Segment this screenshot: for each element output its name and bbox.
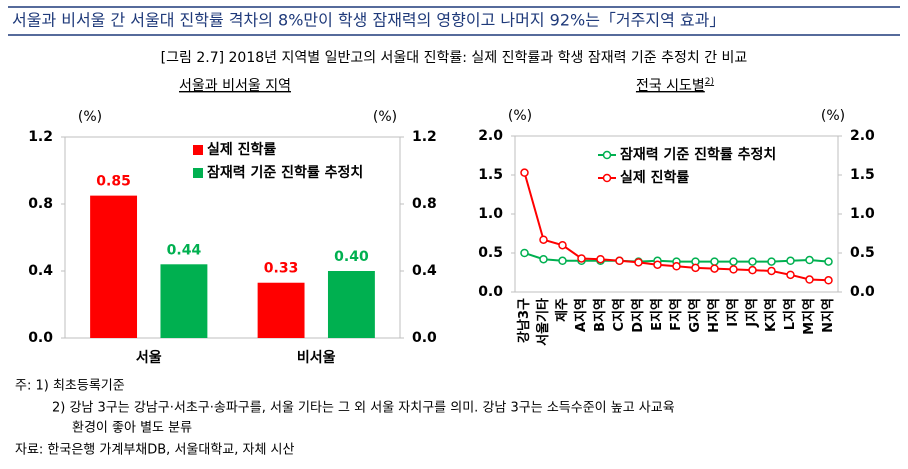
x-tick-label: H지역: [706, 298, 722, 333]
point: [767, 257, 776, 266]
point: [824, 257, 833, 266]
subtitle-text: 서울과 비서울 지역: [179, 78, 291, 94]
point: [748, 257, 757, 266]
note: 2) 강남 3구는 강남구·서초구·송파구를, 서울 기타는 그 외 서울 자치…: [52, 401, 675, 416]
x-tick-label: L지역: [782, 298, 798, 330]
x-tick-label: J지역: [744, 298, 760, 328]
subtitle-text: 전국 시도별: [636, 78, 705, 94]
note: 환경이 좋아 별도 분류: [72, 421, 192, 436]
x-tick-label: 서울: [136, 349, 162, 366]
y2-tick-label: 1.2: [412, 129, 437, 145]
x-tick-label: A지역: [573, 298, 589, 332]
legend-marker: [602, 150, 612, 160]
y-tick-label: 0.0: [28, 330, 53, 346]
point: [729, 265, 738, 274]
point: [710, 257, 719, 266]
y2-tick-label: 1.0: [850, 206, 875, 222]
legend-label: 실제 진학률: [207, 141, 276, 158]
legend-marker: [602, 173, 612, 183]
y-tick-label: 0.0: [478, 284, 503, 300]
legend-swatch: [193, 145, 203, 155]
plot-frame: [64, 136, 401, 339]
figure-title: [그림 2.7] 2018년 지역별 일반고의 서울대 진학률: 실제 진학률과…: [161, 50, 748, 66]
y2-tick-label: 0.5: [850, 245, 875, 261]
point: [710, 264, 719, 273]
point: [558, 256, 567, 266]
x-tick-label: N지역: [820, 298, 836, 333]
y-tick-label: 1.5: [478, 167, 503, 183]
x-tick-label: G지역: [687, 298, 703, 333]
point: [786, 270, 795, 280]
value-label: 0.44: [167, 242, 202, 258]
x-tick-label: D지역: [630, 298, 646, 333]
y2-tick-label: 0.0: [412, 330, 437, 346]
x-tick-label: 강남3구: [516, 298, 532, 343]
legend-label: 잠재력 기준 진학률 추정치: [207, 164, 363, 181]
point: [767, 266, 776, 276]
subtitle-note: 2): [705, 77, 714, 87]
x-tick-label: C지역: [611, 298, 627, 331]
x-tick-label: I지역: [725, 298, 741, 327]
y-tick-label: 1.0: [478, 206, 503, 222]
point: [577, 254, 586, 263]
y-tick-label: 2.0: [478, 128, 503, 144]
y2-unit: (%): [821, 108, 845, 124]
y-tick-label: 0.4: [28, 263, 53, 279]
x-tick-label: F지역: [668, 298, 684, 331]
point: [520, 168, 529, 177]
y2-tick-label: 0.4: [412, 263, 437, 279]
value-label: 0.40: [334, 249, 369, 265]
point: [805, 275, 814, 284]
point: [729, 257, 738, 266]
point: [691, 263, 700, 273]
point: [596, 254, 605, 264]
note: 자료: 한국은행 가계부채DB, 서울대학교, 자체 시산: [15, 442, 295, 458]
x-tick-label: 서울기타: [535, 298, 551, 346]
value-label: 0.33: [264, 261, 299, 277]
headline: 서울과 비서울 간 서울대 진학률 격차의 8%만이 학생 잠재력의 영향이고 …: [12, 11, 725, 30]
y-tick-label: 0.5: [478, 245, 503, 261]
point: [672, 262, 681, 271]
legend-label: 잠재력 기준 진학률 추정치: [620, 146, 776, 163]
bar: [257, 282, 305, 338]
legend-label: 실제 진학률: [620, 169, 689, 186]
point: [653, 260, 662, 269]
point: [539, 254, 548, 264]
y2-tick-label: 1.5: [850, 167, 875, 183]
bar: [90, 195, 138, 338]
y-unit: (%): [78, 109, 102, 125]
y-tick-label: 0.8: [28, 196, 53, 212]
chart-subtitle: 전국 시도별2): [636, 77, 714, 95]
note: 주: 1) 최초등록기준: [15, 379, 125, 394]
y-tick-label: 1.2: [28, 129, 53, 145]
y2-tick-label: 0.8: [412, 196, 437, 212]
x-tick-label: B지역: [592, 298, 608, 332]
y2-unit: (%): [373, 109, 397, 125]
point: [539, 235, 548, 244]
point: [634, 258, 643, 267]
point: [748, 265, 757, 275]
point: [558, 240, 567, 250]
x-tick-label: M지역: [801, 298, 817, 335]
point: [805, 255, 814, 265]
y2-tick-label: 2.0: [850, 128, 875, 144]
x-tick-label: K지역: [763, 298, 779, 332]
point: [615, 256, 624, 266]
point: [520, 248, 529, 258]
bar: [327, 271, 375, 338]
x-tick-label: 비서울: [297, 349, 336, 366]
value-label: 0.85: [96, 174, 131, 190]
point: [786, 256, 795, 266]
y-unit: (%): [508, 108, 532, 124]
bar: [160, 264, 208, 338]
point: [824, 276, 833, 285]
x-tick-label: E지역: [649, 298, 665, 331]
chart-subtitle: 서울과 비서울 지역: [179, 78, 291, 94]
y2-tick-label: 0.0: [850, 284, 875, 300]
x-tick-label: 제주: [555, 298, 570, 322]
legend-swatch: [193, 168, 203, 178]
